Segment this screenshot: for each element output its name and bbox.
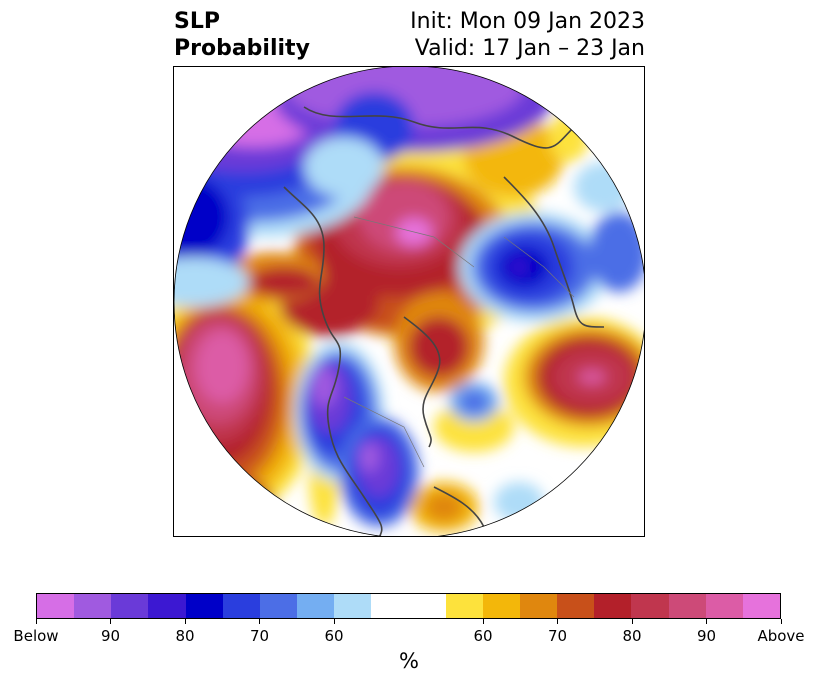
colorbar-tick-label: 60: [473, 627, 493, 645]
colorbar-swatch-above-3: [557, 594, 595, 618]
colorbar-tick-label: Below: [13, 627, 59, 645]
init-date: Init: Mon 09 Jan 2023: [410, 9, 645, 34]
colorbar-tick-mark: [557, 619, 558, 624]
colorbar-tick-label: 70: [249, 627, 270, 645]
colorbar-swatch-below-7: [297, 594, 335, 618]
colorbar-swatch-below-5: [222, 594, 260, 618]
colorbar-swatch-above-1: [482, 594, 521, 618]
chart-dates: Init: Mon 09 Jan 2023 Valid: 17 Jan – 23…: [410, 8, 645, 62]
colorbar-tick-label: Above: [757, 627, 805, 645]
colorbar-tick-label: 90: [100, 627, 121, 645]
colorbar-tick-mark: [259, 619, 260, 624]
colorbar-swatch-below-8: [334, 594, 372, 618]
colorbar-swatch-below-6: [259, 594, 298, 618]
colorbar: [36, 593, 781, 619]
colorbar-tick-label: 80: [622, 627, 642, 645]
colorbar-swatch-above-5: [631, 594, 669, 618]
colorbar-tick-label: 70: [547, 627, 568, 645]
title-field: Probability: [174, 36, 310, 61]
colorbar-tick-label: 60: [324, 627, 344, 645]
colorbar-swatch-above-0: [445, 594, 483, 618]
colorbar-unit-label: %: [399, 649, 419, 673]
colorbar-swatch-above-6: [668, 594, 706, 618]
coastlines: [283, 106, 605, 536]
title-variable: SLP: [174, 9, 220, 34]
colorbar-tick-label: 90: [696, 627, 717, 645]
colorbar-tick-mark: [35, 619, 37, 624]
colorbar-tick-mark: [706, 619, 707, 624]
colorbar-tick-mark: [780, 619, 782, 624]
colorbar-swatch-below-1: [74, 594, 112, 618]
valid-range: Valid: 17 Jan – 23 Jan: [414, 36, 645, 61]
borders: [343, 216, 575, 468]
colorbar-swatch-below-2: [111, 594, 149, 618]
chart-title: SLP Probability: [174, 8, 310, 62]
colorbar-swatch-below-3: [148, 594, 186, 618]
colorbar-tick-label: 80: [175, 627, 195, 645]
colorbar-tick-mark: [482, 619, 484, 624]
colorbar-swatch-above-2: [520, 594, 558, 618]
probability-field-map: [174, 67, 644, 536]
colorbar-tick-mark: [631, 619, 633, 624]
colorbar-swatch-below-4: [185, 594, 223, 618]
colorbar-tick-mark: [333, 619, 335, 624]
colorbar-swatch-below-0: [37, 594, 75, 618]
colorbar-swatch-neutral: [371, 594, 446, 618]
colorbar-tick-mark: [110, 619, 111, 624]
probability-shading: [174, 67, 644, 536]
colorbar-swatch-above-7: [705, 594, 743, 618]
colorbar-swatch-above-4: [594, 594, 632, 618]
polar-map: [173, 66, 645, 537]
colorbar-swatch-above-8: [742, 594, 781, 618]
colorbar-tick-mark: [184, 619, 186, 624]
